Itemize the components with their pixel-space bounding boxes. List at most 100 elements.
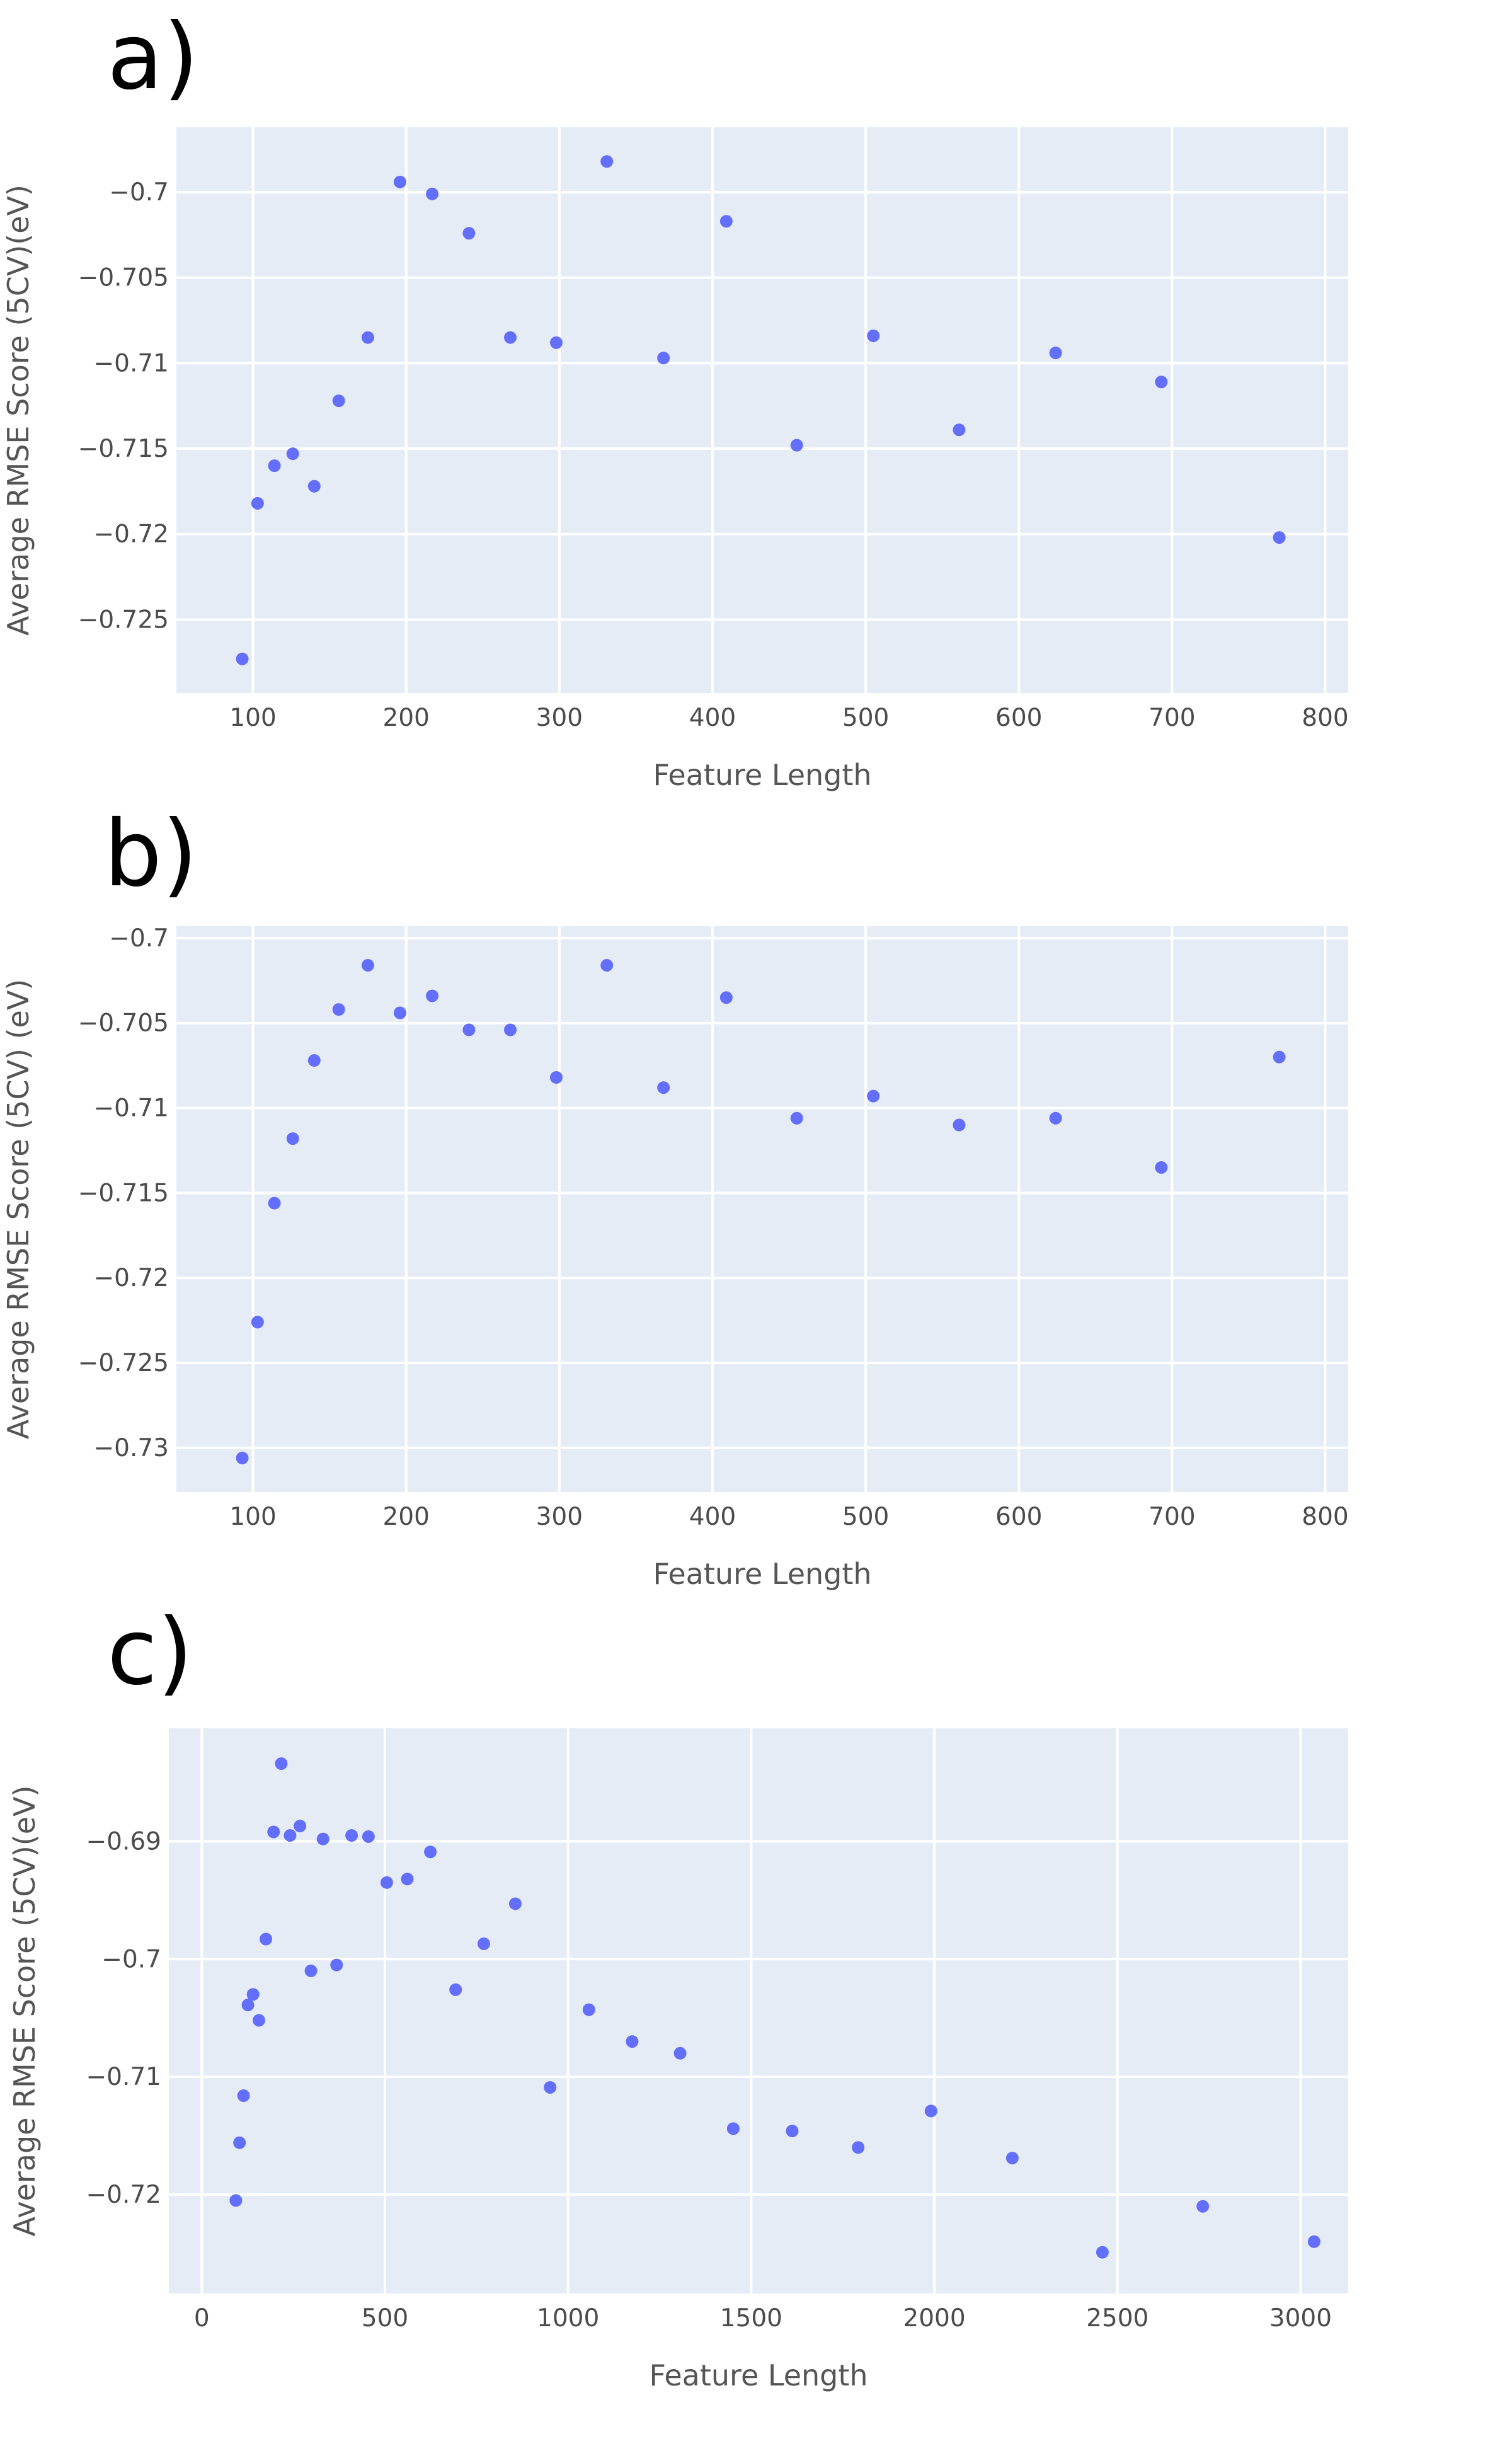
- data-point: [380, 1876, 393, 1889]
- y-tick-label: −0.7: [101, 1945, 161, 1973]
- data-point: [268, 459, 281, 473]
- data-point: [1096, 2246, 1109, 2259]
- data-point: [233, 2136, 246, 2149]
- data-point: [330, 1958, 343, 1972]
- y-tick-label: −0.71: [86, 2063, 161, 2091]
- scatter-panel-c: c) 0 500 1000 1500 2000 2500 3000 −0.69 −0.7 −0.71…: [8, 1599, 1348, 2392]
- y-tick-label: −0.69: [86, 1827, 161, 1856]
- data-point: [253, 2014, 266, 2027]
- data-point: [361, 331, 374, 344]
- x-axis-title: Feature Length: [653, 1557, 871, 1591]
- data-point: [953, 423, 966, 437]
- data-point: [361, 959, 374, 972]
- data-point: [307, 1054, 321, 1067]
- data-point: [719, 215, 733, 228]
- y-tick-label: −0.715: [78, 435, 169, 463]
- data-point: [260, 1932, 273, 1946]
- data-point: [241, 1999, 255, 2012]
- plot-area: [169, 1728, 1348, 2293]
- data-point: [549, 1071, 563, 1084]
- x-axis-title: Feature Length: [653, 758, 871, 792]
- x-tick-label: 2500: [1086, 2304, 1148, 2333]
- plot-area: [176, 127, 1348, 693]
- data-point: [1155, 1161, 1168, 1174]
- y-tick-label: −0.705: [78, 1009, 169, 1038]
- data-point: [1273, 1050, 1286, 1064]
- data-point: [1005, 2152, 1019, 2165]
- data-point: [251, 1316, 264, 1329]
- y-axis-title: Average RMSE Score (5CV)(eV): [8, 1786, 42, 2237]
- data-point: [449, 1983, 462, 1996]
- data-point: [304, 1964, 318, 1977]
- x-tick-label: 700: [1148, 1503, 1195, 1531]
- data-point: [424, 1845, 437, 1859]
- data-point: [268, 1197, 281, 1210]
- data-point: [426, 989, 439, 1002]
- data-point: [549, 336, 563, 349]
- x-tick-label: 100: [229, 1503, 276, 1531]
- data-point: [924, 2104, 937, 2118]
- x-tick-label: 100: [229, 704, 276, 732]
- y-tick-label: −0.72: [93, 1264, 169, 1292]
- data-point: [673, 2046, 687, 2060]
- data-point: [229, 2194, 243, 2207]
- data-point: [462, 1023, 476, 1036]
- data-point: [462, 227, 476, 240]
- y-tick-label: −0.7: [109, 924, 169, 953]
- x-tick-label: 300: [536, 1503, 583, 1531]
- panel-label: a): [107, 4, 198, 110]
- data-point: [867, 329, 880, 342]
- data-point: [362, 1830, 375, 1843]
- data-point: [477, 1937, 490, 1950]
- data-point: [316, 1832, 329, 1845]
- x-tick-label: 0: [194, 2304, 210, 2333]
- x-tick-label: 2000: [903, 2304, 965, 2333]
- y-tick-label: −0.72: [86, 2181, 161, 2209]
- data-point: [657, 1081, 670, 1094]
- data-point: [294, 1820, 307, 1833]
- data-point: [657, 352, 670, 365]
- data-point: [1049, 1111, 1062, 1125]
- panel-label: b): [104, 801, 198, 907]
- data-point: [286, 447, 299, 461]
- data-point: [1155, 376, 1168, 389]
- data-point: [786, 2125, 799, 2138]
- data-point: [600, 959, 614, 972]
- data-point: [1196, 2200, 1210, 2213]
- y-tick-label: −0.715: [78, 1179, 169, 1207]
- data-point: [345, 1829, 358, 1842]
- data-point: [251, 497, 264, 510]
- x-tick-label: 1000: [537, 2304, 599, 2333]
- y-tick-label: −0.71: [93, 349, 169, 377]
- y-tick-label: −0.7: [109, 178, 169, 207]
- x-tick-label: 400: [689, 704, 736, 732]
- data-point: [426, 187, 439, 200]
- data-point: [1307, 2235, 1320, 2248]
- data-point: [504, 1023, 517, 1036]
- data-point: [508, 1897, 522, 1910]
- data-point: [1049, 347, 1062, 360]
- y-tick-label: −0.71: [93, 1094, 169, 1123]
- data-point: [626, 2035, 639, 2048]
- data-point: [544, 2081, 557, 2094]
- data-point: [600, 155, 614, 168]
- data-point: [867, 1089, 880, 1103]
- data-point: [267, 1825, 280, 1839]
- data-point: [719, 991, 733, 1004]
- data-point: [236, 652, 249, 665]
- x-tick-label: 800: [1302, 704, 1348, 732]
- x-tick-label: 200: [382, 1503, 429, 1531]
- data-point: [286, 1132, 299, 1145]
- data-point: [237, 2089, 250, 2103]
- data-point: [726, 2122, 740, 2135]
- x-tick-label: 200: [382, 704, 429, 732]
- plot-area: [176, 926, 1348, 1492]
- data-point: [953, 1118, 966, 1132]
- y-axis-title: Average RMSE Score (5CV) (eV): [1, 979, 35, 1440]
- x-tick-label: 500: [842, 704, 889, 732]
- x-tick-label: 500: [362, 2304, 408, 2333]
- x-axis-title: Feature Length: [649, 2358, 868, 2392]
- x-tick-label: 3000: [1269, 2304, 1332, 2333]
- x-tick-label: 300: [536, 704, 583, 732]
- y-tick-label: −0.705: [78, 264, 169, 292]
